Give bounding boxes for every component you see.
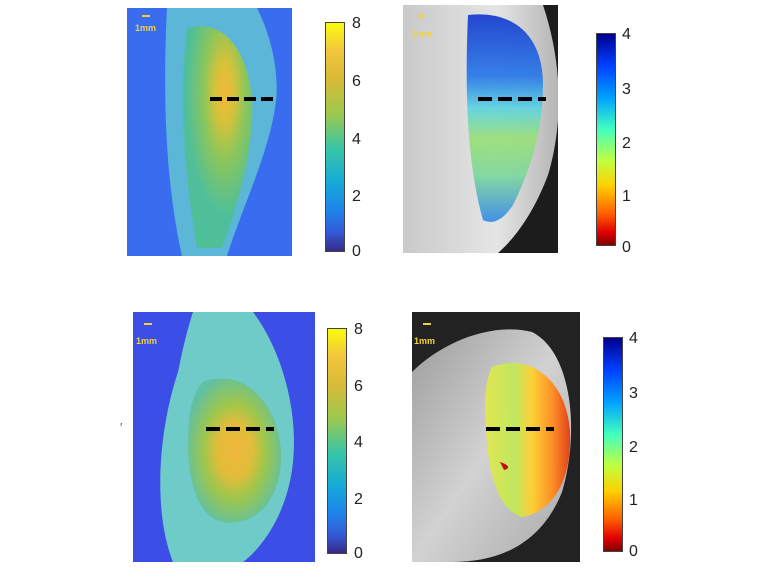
profile-line xyxy=(546,427,554,431)
bottom-right-overlay-image xyxy=(412,312,580,562)
profile-line xyxy=(210,97,222,101)
scale-label: 1mm xyxy=(411,29,433,39)
profile-line xyxy=(538,97,546,101)
scale-bar-icon xyxy=(144,323,152,325)
colorbar-tick: 4 xyxy=(622,26,631,43)
colorbar-tick: 0 xyxy=(354,545,363,562)
colorbar-tick: 3 xyxy=(622,81,631,98)
profile-line xyxy=(486,427,500,431)
top-left-heatmap-image xyxy=(127,8,292,256)
colorbar-jet-bottom xyxy=(603,337,623,552)
colorbar-tick: 6 xyxy=(352,73,361,90)
edge-mark: ′ xyxy=(120,420,123,435)
colorbar-tick: 0 xyxy=(622,239,631,256)
colorbar-tick: 2 xyxy=(622,135,631,152)
profile-line xyxy=(261,97,273,101)
colorbar-tick: 8 xyxy=(354,321,363,338)
profile-line xyxy=(498,97,512,101)
colorbar-jet-top xyxy=(596,33,616,246)
scale-bar-icon xyxy=(142,15,150,17)
colorbar-tick: 4 xyxy=(352,131,361,148)
bottom-right-overlay xyxy=(412,312,580,562)
profile-line xyxy=(206,427,220,431)
colorbar-tick: 2 xyxy=(354,491,363,508)
colorbar-tick: 2 xyxy=(629,439,638,456)
bottom-left-heatmap xyxy=(133,312,315,562)
profile-line xyxy=(227,97,239,101)
scale-bar-icon xyxy=(418,15,426,17)
top-right-overlay xyxy=(403,5,558,253)
colorbar-parula-top xyxy=(325,22,345,252)
scale-label: 1mm xyxy=(414,336,436,346)
profile-line xyxy=(478,97,492,101)
top-right-overlay-image xyxy=(403,5,558,253)
profile-line xyxy=(506,427,520,431)
colorbar-tick: 1 xyxy=(629,492,638,509)
scale-label: 1mm xyxy=(136,336,158,346)
colorbar-tick: 8 xyxy=(352,15,361,32)
colorbar-tick: 0 xyxy=(352,243,361,260)
colorbar-tick: 4 xyxy=(629,330,638,347)
top-left-heatmap xyxy=(127,8,292,256)
profile-line xyxy=(518,97,532,101)
scale-bar-icon xyxy=(423,323,431,325)
profile-line xyxy=(526,427,540,431)
colorbar-tick: 2 xyxy=(352,188,361,205)
bottom-left-heatmap-image xyxy=(133,312,315,562)
profile-line xyxy=(246,427,260,431)
colorbar-tick: 3 xyxy=(629,385,638,402)
colorbar-tick: 1 xyxy=(622,188,631,205)
profile-line xyxy=(226,427,240,431)
colorbar-tick: 6 xyxy=(354,378,363,395)
profile-line xyxy=(266,427,274,431)
profile-line xyxy=(244,97,256,101)
colorbar-tick: 4 xyxy=(354,434,363,451)
scale-label: 1mm xyxy=(135,23,157,33)
colorbar-parula-bottom xyxy=(327,328,347,554)
colorbar-tick: 0 xyxy=(629,543,638,560)
